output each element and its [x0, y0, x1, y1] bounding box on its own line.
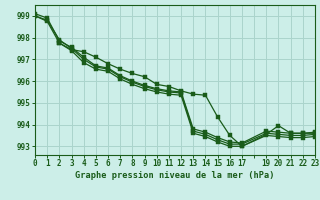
X-axis label: Graphe pression niveau de la mer (hPa): Graphe pression niveau de la mer (hPa) [75, 171, 275, 180]
